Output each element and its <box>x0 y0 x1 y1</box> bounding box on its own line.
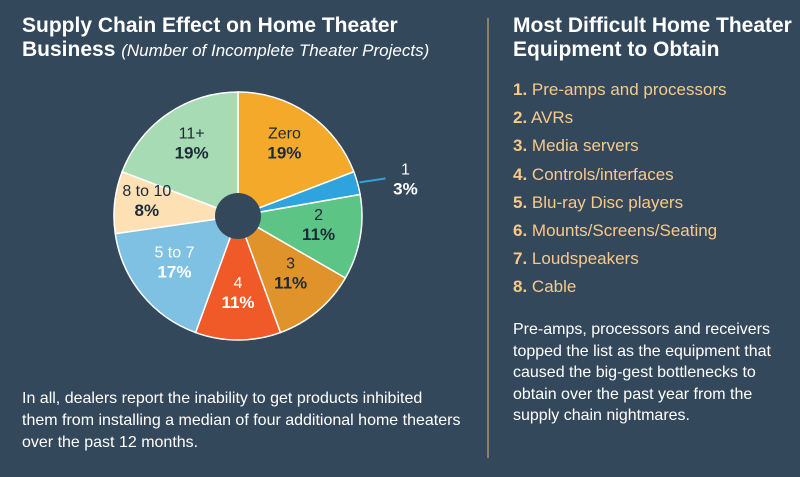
chart-subtitle: (Number of Incomplete Theater Projects) <box>121 41 430 60</box>
slice-value-label: 8% <box>135 201 160 220</box>
slice-value-label: 11% <box>274 274 307 293</box>
list-item: 2. AVRs <box>513 108 574 128</box>
list-item: 1. Pre-amps and processors <box>513 80 727 99</box>
pie-slice <box>121 91 239 218</box>
pie-hole <box>215 193 261 239</box>
chart-title: Supply Chain Effect on Home Theater Busi… <box>22 14 482 63</box>
chart-title-text: Supply Chain Effect on Home Theater Busi… <box>22 14 398 61</box>
pie-slice <box>114 215 240 334</box>
slice-value-label: 11% <box>221 293 254 312</box>
list-item: 8. Cable <box>513 277 577 297</box>
callout-line <box>359 177 386 184</box>
equipment-list: 1. Pre-amps and processors 2. AVRs 3. Me… <box>513 76 727 302</box>
slice-label: 8 to 10 <box>122 183 171 200</box>
slice-value-label: 19% <box>267 144 301 163</box>
slice-label: 3 <box>286 256 295 273</box>
slice-label: 5 to 7 <box>154 245 194 262</box>
slice-value-label: 19% <box>175 144 209 163</box>
list-item: 4. Controls/interfaces <box>513 164 674 184</box>
pie-slice <box>237 91 355 218</box>
list-item: 5. Blu-ray Disc players <box>513 192 684 212</box>
slice-label: 11+ <box>179 126 205 143</box>
slice-value-label: 17% <box>157 263 191 282</box>
pie-slice <box>194 213 282 341</box>
list-item: 3. Media servers <box>513 136 639 156</box>
slice-label: 4 <box>234 275 243 292</box>
slice-label: 1 <box>401 161 410 178</box>
pie-slice <box>236 214 347 334</box>
pie-slice <box>235 193 363 280</box>
slice-label: 2 <box>314 207 323 224</box>
slice-value-label: 11% <box>302 225 335 244</box>
equipment-note: Pre-amps, processors and receivers toppe… <box>513 321 771 424</box>
equipment-list-title: Most Difficult Home Theater Equipment to… <box>513 14 792 61</box>
column-divider <box>487 18 489 458</box>
chart-footnote: In all, dealers report the inability to … <box>22 390 461 451</box>
list-item: 7. Loudspeakers <box>513 249 639 269</box>
list-item: 6. Mounts/Screens/Seating <box>513 221 718 241</box>
slice-value-label: 3% <box>393 179 418 198</box>
slice-label: Zero <box>268 126 301 143</box>
